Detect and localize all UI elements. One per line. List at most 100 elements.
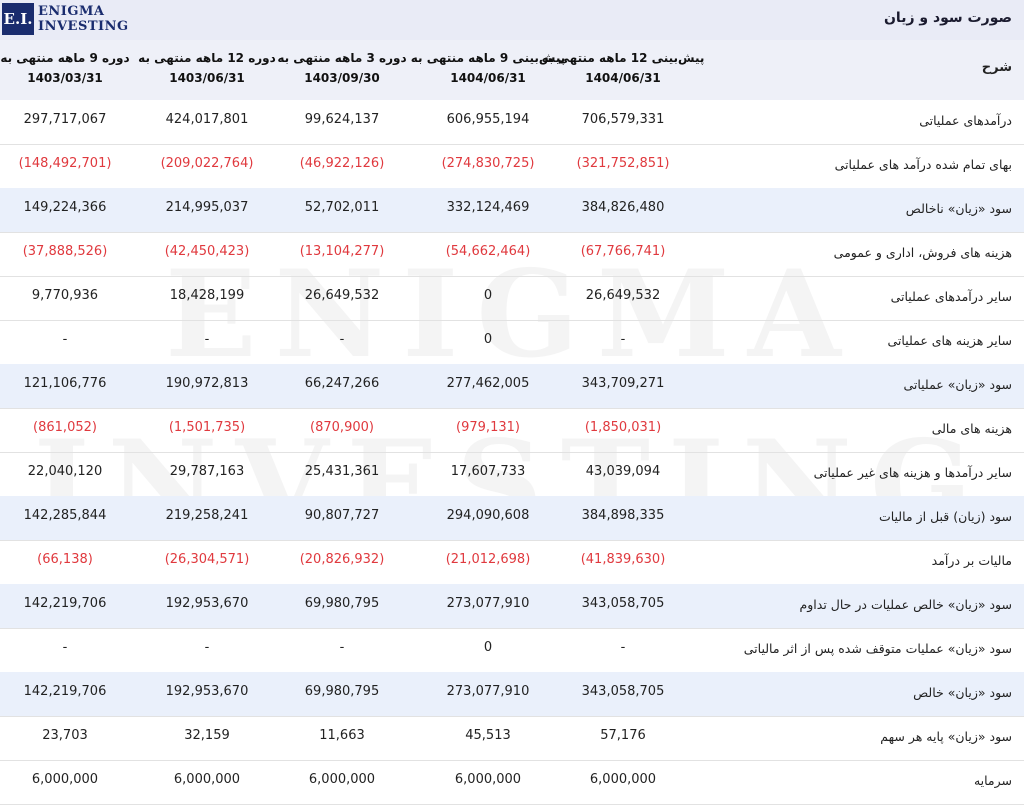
table-cell: 214,995,037 xyxy=(165,200,249,215)
table-cell: 219,258,241 xyxy=(165,508,249,523)
table-cell: 142,219,706 xyxy=(23,684,107,699)
table-row: سود (زیان) قبل از مالیات 384,898,335 294,0… xyxy=(0,496,1024,541)
table-cell: 6,000,000 xyxy=(173,772,241,787)
table-cell: 17,607,733 xyxy=(450,464,526,479)
table-row: مالیات بر درآمد (41,839,630) (21,012,698) (… xyxy=(0,540,1024,585)
table-cell: (46,922,126) xyxy=(299,156,385,171)
table-cell: 6,000,000 xyxy=(589,772,657,787)
table-cell: 192,953,670 xyxy=(165,684,249,699)
table-cell: 343,058,705 xyxy=(581,684,665,699)
table-cell: 273,077,910 xyxy=(446,684,530,699)
table-cell: (13,104,277) xyxy=(299,244,385,259)
table-cell: - xyxy=(204,332,210,347)
table-cell: 424,017,801 xyxy=(165,112,249,127)
row-label: بهای تمام شده درآمد های عملیاتی xyxy=(834,157,1012,172)
row-label: سود «زیان» پایه هر سهم xyxy=(880,729,1012,744)
table-cell: 277,462,005 xyxy=(446,376,530,391)
table-row: سود «زیان» پایه هر سهم 57,176 45,513 11,663… xyxy=(0,716,1024,761)
column-header: دوره 3 ماهه منتهی به 1403/09/30 xyxy=(267,48,417,88)
table-cell: 26,649,532 xyxy=(585,288,661,303)
table-cell: - xyxy=(339,332,345,347)
table-cell: (26,304,571) xyxy=(164,552,250,567)
table-cell: 29,787,163 xyxy=(169,464,245,479)
table-cell: (861,052) xyxy=(33,420,97,435)
table-cell: 142,219,706 xyxy=(23,596,107,611)
table-cell: 11,663 xyxy=(319,728,365,743)
table-cell: (870,900) xyxy=(310,420,374,435)
table-cell: - xyxy=(204,640,210,655)
column-header-period: دوره 12 ماهه منتهی به xyxy=(138,51,276,65)
table-cell: - xyxy=(62,332,68,347)
table-row: درآمدهای عملیاتی 706,579,331 606,955,194 99… xyxy=(0,100,1024,145)
table-row: سود «زیان» عملیات متوقف شده پس از اثر ما… xyxy=(0,628,1024,673)
row-label: مالیات بر درآمد xyxy=(931,553,1012,568)
brand-logo: E.I. ENIGMA INVESTING xyxy=(2,2,129,36)
table-cell: 69,980,795 xyxy=(304,684,380,699)
table-cell: 0 xyxy=(483,332,493,347)
table-cell: 0 xyxy=(483,640,493,655)
table-cell: 6,000,000 xyxy=(454,772,522,787)
table-row: سایر درآمدهای عملیاتی 26,649,532 0 26,649,5… xyxy=(0,276,1024,321)
table-header: شرح پیش‌بینی 12 ماهه منتهی به 1404/06/31 پ… xyxy=(0,40,1024,100)
table-cell: 57,176 xyxy=(600,728,646,743)
row-label: سود «زیان» خالص xyxy=(913,685,1012,700)
row-label: سرمایه xyxy=(973,773,1012,788)
table-row: سایر هزینه های عملیاتی - 0 - - - xyxy=(0,320,1024,365)
column-header-period: دوره 3 ماهه منتهی به xyxy=(277,51,407,65)
table-cell: 606,955,194 xyxy=(446,112,530,127)
column-header: دوره 12 ماهه منتهی به 1403/06/31 xyxy=(127,48,287,88)
row-label: سود (زیان) قبل از مالیات xyxy=(878,509,1012,524)
column-header-period: پیش‌بینی 12 ماهه منتهی به xyxy=(541,51,705,65)
column-header: پیش‌بینی 9 ماهه منتهی به 1404/06/31 xyxy=(408,48,568,88)
table-cell: (20,826,932) xyxy=(299,552,385,567)
table-cell: 273,077,910 xyxy=(446,596,530,611)
logo-mark: E.I. xyxy=(2,3,34,35)
column-header-date: 1404/06/31 xyxy=(585,71,661,85)
table-cell: 343,709,271 xyxy=(581,376,665,391)
column-header-date: 1404/06/31 xyxy=(450,71,526,85)
table-cell: 332,124,469 xyxy=(446,200,530,215)
column-header-period: دوره 9 ماهه منتهی به xyxy=(0,51,130,65)
row-label: سود «زیان» ناخالص xyxy=(905,201,1012,216)
table-cell: (42,450,423) xyxy=(164,244,250,259)
column-header: دوره 9 ماهه منتهی به 1403/03/31 xyxy=(0,48,135,88)
row-label: هزینه های مالی xyxy=(931,421,1012,436)
table-cell: (1,501,735) xyxy=(168,420,246,435)
row-label: سایر درآمدهای عملیاتی xyxy=(890,289,1012,304)
table-cell: 52,702,011 xyxy=(304,200,380,215)
table-cell: 69,980,795 xyxy=(304,596,380,611)
row-label: هزینه های فروش، اداری و عمومی xyxy=(833,245,1012,260)
table-row: سود «زیان» خالص عملیات در حال تداوم 343,0… xyxy=(0,584,1024,629)
table-cell: (1,850,031) xyxy=(584,420,662,435)
table-cell: (21,012,698) xyxy=(445,552,531,567)
row-label: سود «زیان» عملیات متوقف شده پس از اثر ما… xyxy=(743,641,1012,656)
row-label: سود «زیان» خالص عملیات در حال تداوم xyxy=(799,597,1012,612)
table-cell: 99,624,137 xyxy=(304,112,380,127)
column-header-date: 1403/06/31 xyxy=(169,71,245,85)
table-row: سود «زیان» ناخالص 384,826,480 332,124,469 5… xyxy=(0,188,1024,233)
table-cell: (67,766,741) xyxy=(580,244,666,259)
table-row: هزینه های فروش، اداری و عمومی (67,766,741… xyxy=(0,232,1024,277)
table-cell: 66,247,266 xyxy=(304,376,380,391)
row-label: درآمدهای عملیاتی xyxy=(919,113,1012,128)
table-cell: (209,022,764) xyxy=(160,156,254,171)
table-cell: 22,040,120 xyxy=(27,464,103,479)
table-cell: 190,972,813 xyxy=(165,376,249,391)
table-cell: 706,579,331 xyxy=(581,112,665,127)
table-cell: (321,752,851) xyxy=(576,156,670,171)
logo-line-2: INVESTING xyxy=(38,19,129,34)
table-cell: - xyxy=(339,640,345,655)
table-row: بهای تمام شده درآمد های عملیاتی (321,752,… xyxy=(0,144,1024,189)
column-header: پیش‌بینی 12 ماهه منتهی به 1404/06/31 xyxy=(538,48,708,88)
table-row: سود «زیان» عملیاتی 343,709,271 277,462,005… xyxy=(0,364,1024,409)
column-header-period: پیش‌بینی 9 ماهه منتهی به xyxy=(410,51,566,65)
column-header-date: 1403/03/31 xyxy=(27,71,103,85)
table-cell: 384,826,480 xyxy=(581,200,665,215)
page-title: صورت سود و زیان xyxy=(883,10,1012,26)
table-cell: 43,039,094 xyxy=(585,464,661,479)
table-cell: (66,138) xyxy=(37,552,93,567)
table-row: هزینه های مالی (1,850,031) (979,131) (870,9… xyxy=(0,408,1024,453)
column-header-date: 1403/09/30 xyxy=(304,71,380,85)
row-label: سود «زیان» عملیاتی xyxy=(903,377,1012,392)
table-cell: 0 xyxy=(483,288,493,303)
